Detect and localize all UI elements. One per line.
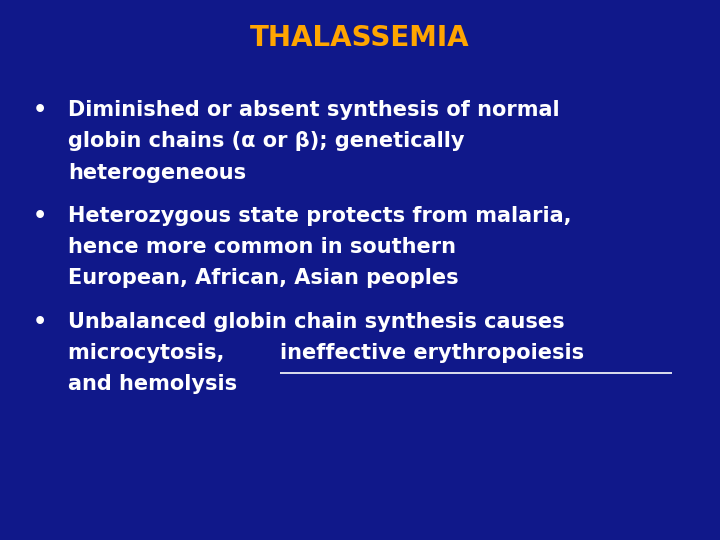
Text: ineffective erythropoiesis: ineffective erythropoiesis [279,343,584,363]
Text: •: • [32,100,47,120]
Text: microcytosis,: microcytosis, [68,343,232,363]
Text: European, African, Asian peoples: European, African, Asian peoples [68,268,459,288]
Text: •: • [32,312,47,332]
Text: globin chains (α or β); genetically: globin chains (α or β); genetically [68,131,465,151]
Text: Diminished or absent synthesis of normal: Diminished or absent synthesis of normal [68,100,560,120]
Text: and hemolysis: and hemolysis [68,374,238,394]
Text: hence more common in southern: hence more common in southern [68,237,456,257]
Text: •: • [32,206,47,226]
Text: Heterozygous state protects from malaria,: Heterozygous state protects from malaria… [68,206,572,226]
Text: heterogeneous: heterogeneous [68,163,246,183]
Text: Unbalanced globin chain synthesis causes: Unbalanced globin chain synthesis causes [68,312,565,332]
Text: THALASSEMIA: THALASSEMIA [250,24,470,52]
